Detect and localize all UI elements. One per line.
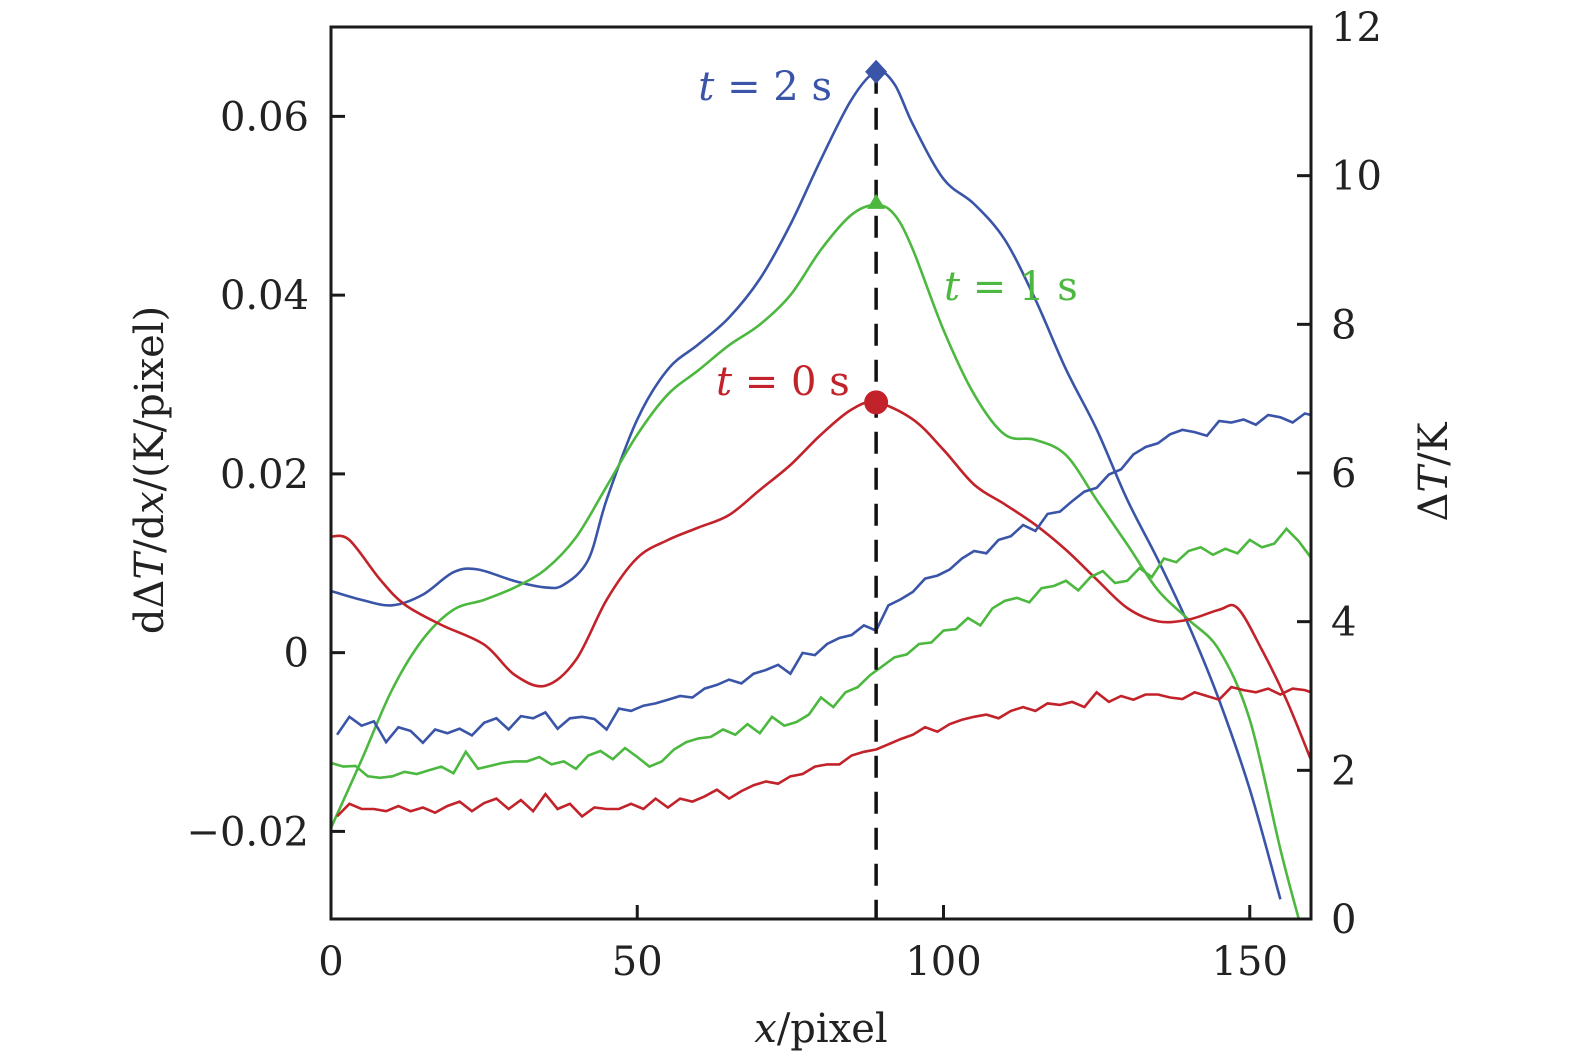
series-line-deltaT-t0 xyxy=(336,685,1311,819)
y-tick-label: −0.02 xyxy=(186,809,309,855)
series-line-derivative-t2 xyxy=(331,69,1282,900)
y2-tick-label: 8 xyxy=(1331,302,1356,348)
y2-tick-label: 6 xyxy=(1331,451,1356,497)
annotation-t2-var: t xyxy=(698,64,715,110)
x-axis-title: x/pixel xyxy=(754,1006,887,1052)
y-axis-title-pre: dΔ xyxy=(127,580,173,635)
x-tick-label: 50 xyxy=(612,939,663,985)
y2-tick-label: 12 xyxy=(1331,5,1382,51)
y-axis-title-var2: x xyxy=(127,491,173,514)
annotation-t0-text: = 0 s xyxy=(732,359,850,405)
series-line-derivative-t1 xyxy=(331,203,1301,919)
annotation-t1-text: = 1 s xyxy=(960,264,1078,310)
x-axis-title-unit: /pixel xyxy=(777,1006,888,1052)
annotation-t2-text: = 2 s xyxy=(714,64,832,110)
x-axis-title-var: x xyxy=(754,1006,777,1052)
ticks-layer: 0 50 100 150 −0.02 0 0.02 0.04 0.06 0 2 4 6 8 10 12 xyxy=(186,5,1381,985)
series-line-deltaT-t1 xyxy=(331,526,1311,780)
annotation-t0-var: t xyxy=(716,359,733,405)
y2-tick-label: 10 xyxy=(1331,154,1382,200)
annotation-t1-var: t xyxy=(944,264,961,310)
y2-axis-title-var: T xyxy=(1411,463,1457,493)
marker-layer xyxy=(864,59,889,415)
y2-tick-label: 2 xyxy=(1331,748,1356,794)
y2-axis-title: ΔT/K xyxy=(1411,421,1457,521)
series-layer xyxy=(331,69,1311,919)
annotation-t2: t = 2 s xyxy=(698,64,832,110)
y2-tick-label: 4 xyxy=(1331,600,1356,646)
y-tick-label: 0.06 xyxy=(220,94,309,140)
annotation-t1: t = 1 s xyxy=(944,264,1078,310)
x-tick-label: 0 xyxy=(318,939,343,985)
y2-axis-title-pre: Δ xyxy=(1411,493,1457,522)
y-axis-title-unit: /(K/pixel) xyxy=(127,306,173,491)
y-axis-title-var1: T xyxy=(127,550,173,580)
peak-marker-t1 xyxy=(867,193,886,209)
y-tick-label: 0.04 xyxy=(220,273,309,319)
series-line-deltaT-t2 xyxy=(336,412,1311,745)
y2-tick-label: 0 xyxy=(1331,897,1356,943)
y-tick-label: 0 xyxy=(284,631,309,677)
y-axis-title-mid: /d xyxy=(127,514,173,553)
x-tick-label: 100 xyxy=(905,939,981,985)
x-tick-label: 150 xyxy=(1212,939,1288,985)
series-line-derivative-t0 xyxy=(331,400,1311,761)
annotation-t0: t = 0 s xyxy=(716,359,850,405)
peak-marker-t2 xyxy=(865,59,888,84)
y-axis-title: dΔT/dx/(K/pixel) xyxy=(127,306,173,634)
y-tick-label: 0.02 xyxy=(220,452,309,498)
y2-axis-title-unit: /K xyxy=(1411,421,1457,465)
peak-marker-t0 xyxy=(864,390,889,415)
